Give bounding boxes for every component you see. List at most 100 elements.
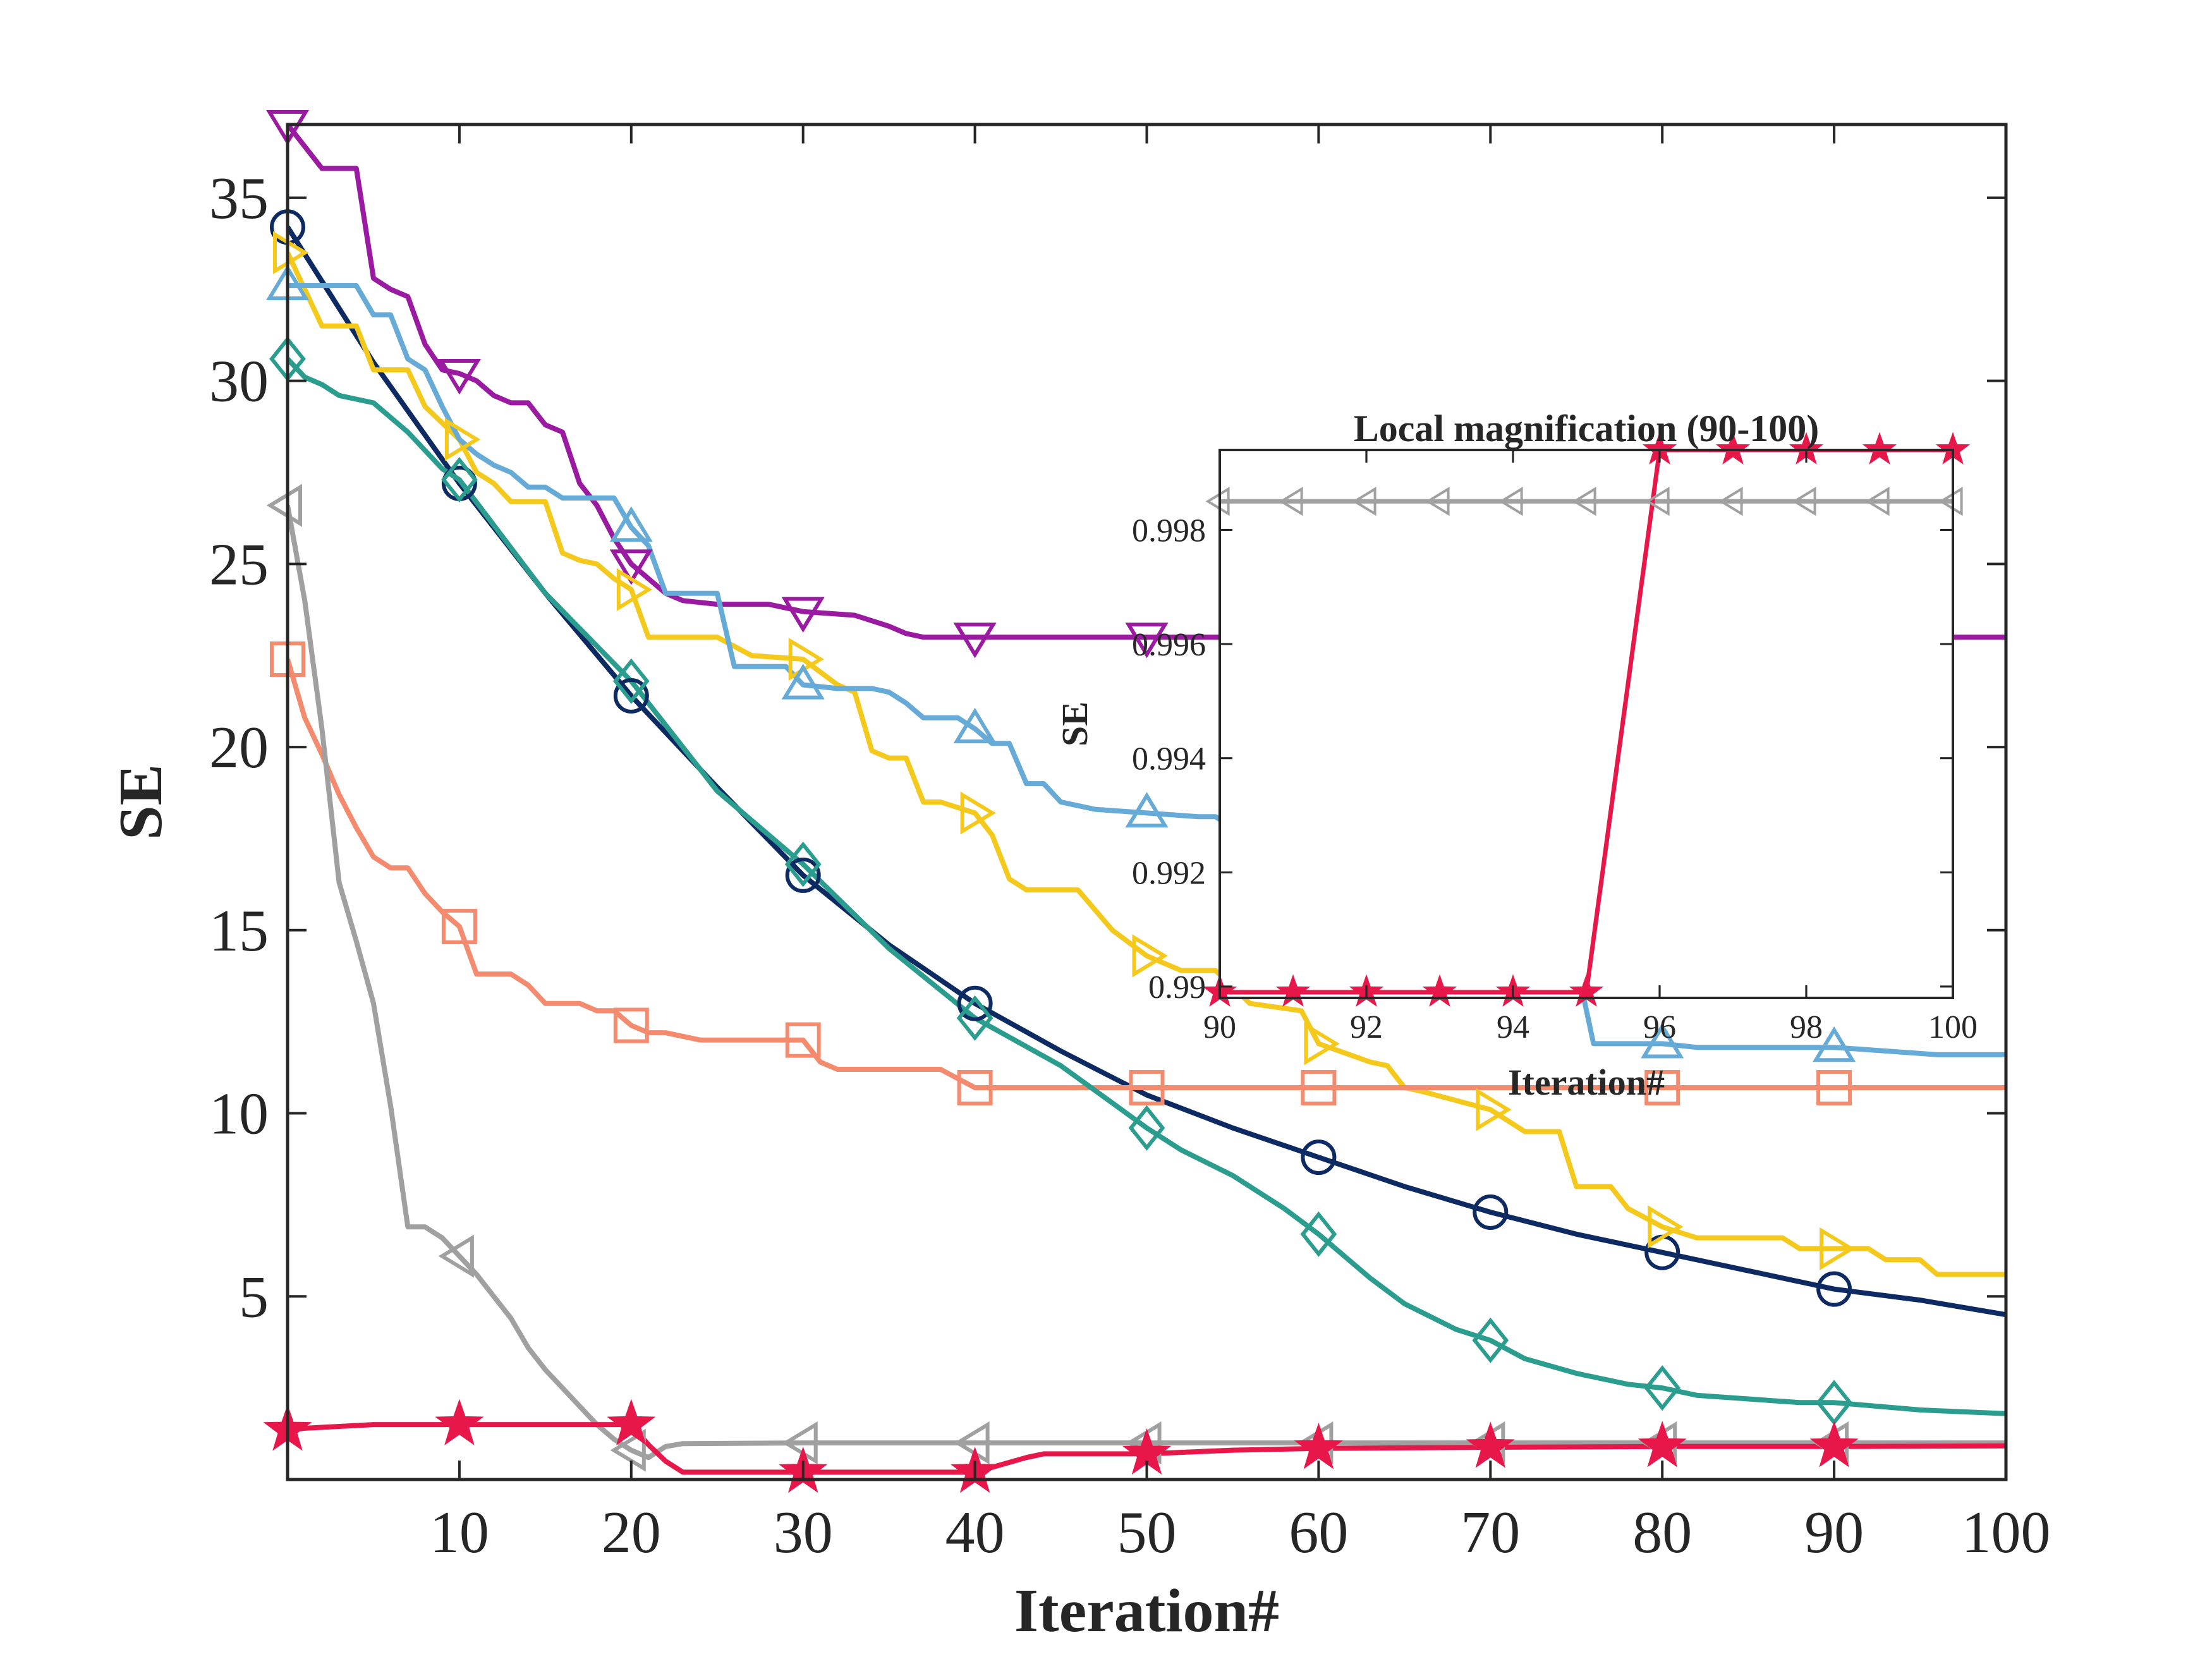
main-series-8-marker-2 [435,1399,484,1445]
main-series-2-marker-3 [613,678,649,714]
main-series-8-marker-9 [1638,1421,1687,1468]
main-series-2-marker-4 [785,857,821,893]
main-series-6-line [288,357,2006,1416]
main-series-5-marker-6 [1129,1069,1165,1105]
main-series-1-marker-2 [437,359,481,395]
main-series-2-marker-6 [1301,1139,1337,1176]
main-x-tick-label-4: 40 [945,1500,1005,1565]
main-series-1-line [288,125,2006,640]
main-series-5-marker-9 [1816,1069,1852,1105]
inset-series-1-marker-11 [1938,487,1963,516]
inset-x-axis-title: Iteration# [1508,1062,1665,1103]
main-x-tick-label-5: 50 [1117,1500,1177,1565]
inset-series-1-marker-1 [1205,487,1230,516]
main-series-2-marker-7 [1473,1194,1509,1230]
main-x-tick-label-3: 30 [774,1500,833,1565]
main-series-5-marker-7 [1301,1069,1337,1105]
inset-axes-box [1218,449,1954,999]
main-series-4-marker-7 [1813,1026,1856,1062]
main-series-7-marker-3 [610,1428,646,1472]
main-series-6-marker-5 [956,995,994,1041]
inset-series-1-marker-10 [1865,487,1890,516]
inset-plot-area [1220,450,1953,998]
inset-y-tick-label-4: 0.996 [1132,627,1206,663]
main-series-2-line [288,226,2006,1318]
main-x-axis-title: Iteration# [1014,1577,1279,1645]
main-series-7-marker-4 [782,1421,818,1465]
main-series-6-marker-6 [1128,1105,1165,1151]
main-series-1-marker-6 [1125,623,1169,659]
inset-series-1-marker-3 [1352,487,1376,516]
main-series-5-line [288,658,2006,1090]
main-series-1-marker-5 [953,623,997,659]
inset-series-1-marker-6 [1572,487,1596,516]
inset-y-tick-label-3: 0.994 [1132,741,1206,777]
main-y-tick-label-7: 35 [209,166,269,231]
main-y-tick-label-2: 10 [209,1081,269,1147]
main-series-3-line [288,252,2006,1277]
main-series-3-marker-8 [1476,1088,1512,1131]
main-series-4-marker-4 [953,707,997,744]
main-series-1-marker-3 [609,549,653,585]
inset-x-tick-label-1: 90 [1203,1009,1236,1045]
main-series-8-marker-3 [607,1399,656,1445]
inset-y-tick-label-1: 0.99 [1148,969,1206,1006]
inset-series-1-marker-9 [1792,487,1816,516]
main-series-7-marker-2 [438,1234,474,1278]
inset-x-tick-label-3: 94 [1497,1009,1529,1045]
main-y-axis-title: SE [107,764,175,840]
main-x-tick-label-2: 20 [602,1500,661,1565]
main-y-tick-label-4: 20 [209,715,269,781]
inset-x-tick-label-4: 96 [1643,1009,1676,1045]
main-series-4-marker-5 [1125,792,1169,828]
inset-title: Local magnification (90-100) [1354,408,1820,449]
inset-series-1-marker-5 [1498,487,1523,516]
main-series-7-marker-1 [266,483,302,527]
main-series-6-marker-4 [784,841,822,887]
main-x-tick-label-9: 90 [1804,1500,1864,1565]
main-series-3-marker-6 [1132,934,1168,978]
main-x-tick-label-8: 80 [1632,1500,1692,1565]
inset-y-tick-label-2: 0.992 [1132,855,1206,891]
main-series-3-marker-3 [616,568,653,611]
main-x-tick-label-7: 70 [1461,1500,1520,1565]
inset-series-1-marker-2 [1279,487,1303,516]
main-series-8-marker-7 [1294,1423,1343,1469]
main-series-6-marker-3 [612,658,650,704]
main-series-3-marker-7 [1304,1022,1340,1066]
inset-series-2-marker-8 [1715,432,1751,465]
inset-x-tick-label-5: 98 [1790,1009,1823,1045]
inset-y-tick-label-5: 0.998 [1132,513,1206,549]
main-series-7-marker-5 [954,1421,990,1465]
main-series-3-marker-5 [960,791,996,835]
inset-series-2-marker-10 [1862,432,1897,465]
inset-series-1-marker-7 [1645,487,1670,516]
main-series-5-marker-8 [1644,1069,1680,1105]
main-y-tick-label-3: 15 [209,898,269,964]
main-series-3-marker-2 [444,418,481,461]
inset-plot: 90 92 94 96 98 100 0.99 0.992 0.994 0.996 0.998 Ite… [1054,408,1978,1103]
main-series-8-marker-8 [1466,1421,1515,1468]
main-series-1-marker-4 [781,597,825,633]
inset-y-axis-title: SE [1054,702,1095,746]
inset-series-1-marker-8 [1718,487,1743,516]
main-series-3-marker-1 [273,231,309,274]
main-series-1-marker-1 [265,110,310,146]
main-series-4-marker-6 [1641,1023,1684,1059]
main-series-5-marker-4 [785,1022,821,1058]
main-series-2-marker-5 [957,985,993,1021]
main-y-tick-label-1: 5 [239,1264,269,1330]
main-series-6-marker-8 [1472,1317,1509,1363]
main-x-tick-label-10: 100 [1962,1500,2051,1565]
main-series-5-marker-3 [613,1007,649,1043]
main-series-5-marker-2 [441,909,477,945]
main-series-6-marker-9 [1644,1365,1681,1411]
main-series-2-marker-9 [1816,1271,1852,1307]
inset-series-1-marker-4 [1425,487,1450,516]
main-series-3-marker-10 [1820,1227,1856,1271]
main-series-6-marker-7 [1300,1211,1337,1257]
main-series-4-marker-3 [781,664,825,700]
main-series-4-marker-2 [609,506,653,542]
main-x-tick-label-6: 60 [1289,1500,1348,1565]
